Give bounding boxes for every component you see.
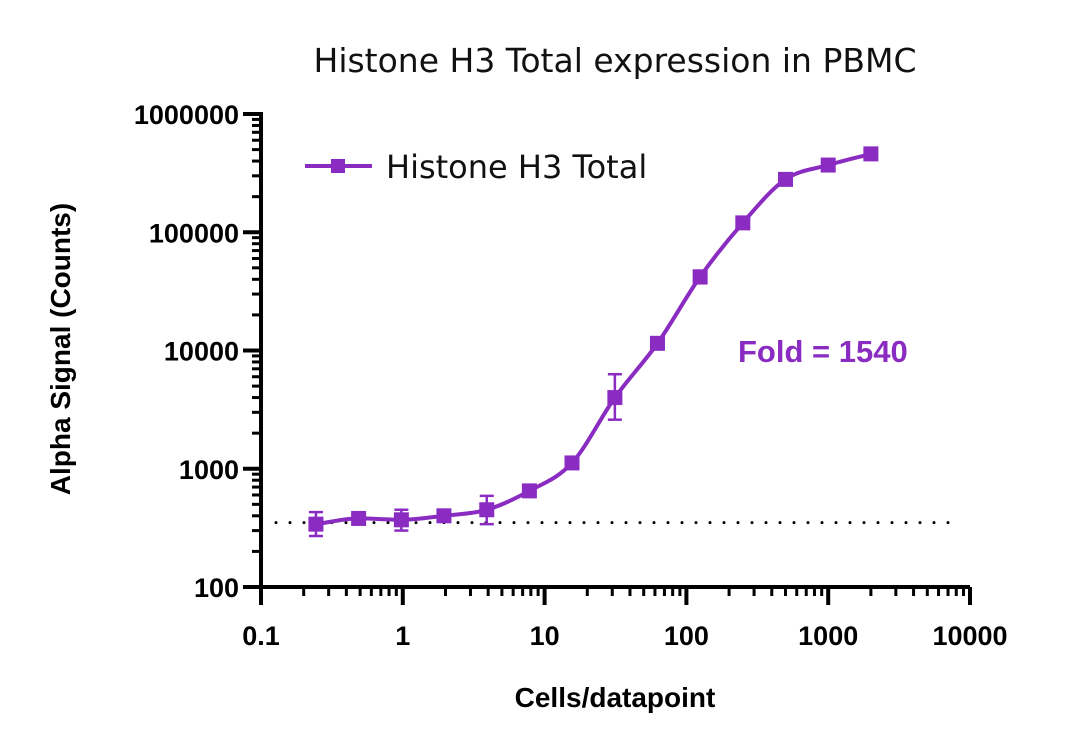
y-axis-label: Alpha Signal (Counts) — [45, 203, 76, 495]
data-point — [308, 516, 324, 532]
data-point — [521, 483, 537, 499]
y-tick-label: 10000 — [164, 337, 239, 367]
plot-area — [274, 146, 964, 538]
x-axis-label: Cells/datapoint — [515, 682, 716, 713]
data-point — [692, 269, 708, 285]
x-tick-label: 1 — [395, 621, 410, 651]
data-point — [479, 502, 495, 518]
data-point — [564, 455, 580, 471]
legend-entry: Histone H3 Total — [386, 148, 647, 186]
data-point — [735, 215, 751, 231]
x-tick-label: 10 — [530, 621, 560, 651]
fold-annotation: Fold = 1540 — [738, 334, 908, 369]
x-tick-label: 100 — [664, 621, 709, 651]
axes: 100 1000 10000 100000 1000000 0.1 1 10 100 1000 10… — [134, 100, 1008, 651]
chart-title: Histone H3 Total expression in PBMC — [314, 41, 917, 80]
legend: Histone H3 Total — [305, 148, 647, 186]
data-point — [393, 512, 409, 528]
data-point — [863, 146, 879, 162]
data-point — [820, 157, 836, 173]
y-tick-label: 1000 — [179, 455, 239, 485]
x-tick-label: 0.1 — [242, 621, 280, 651]
data-point — [778, 171, 794, 187]
y-tick-label: 100000 — [149, 218, 239, 248]
x-tick-label: 1000 — [798, 621, 858, 651]
data-point — [436, 508, 452, 524]
data-point — [649, 335, 665, 351]
y-tick-label: 1000000 — [134, 100, 239, 130]
y-tick-label: 100 — [194, 573, 239, 603]
data-point — [351, 510, 367, 526]
x-tick-label: 10000 — [932, 621, 1007, 651]
data-point — [607, 390, 623, 406]
legend-marker — [331, 159, 345, 173]
